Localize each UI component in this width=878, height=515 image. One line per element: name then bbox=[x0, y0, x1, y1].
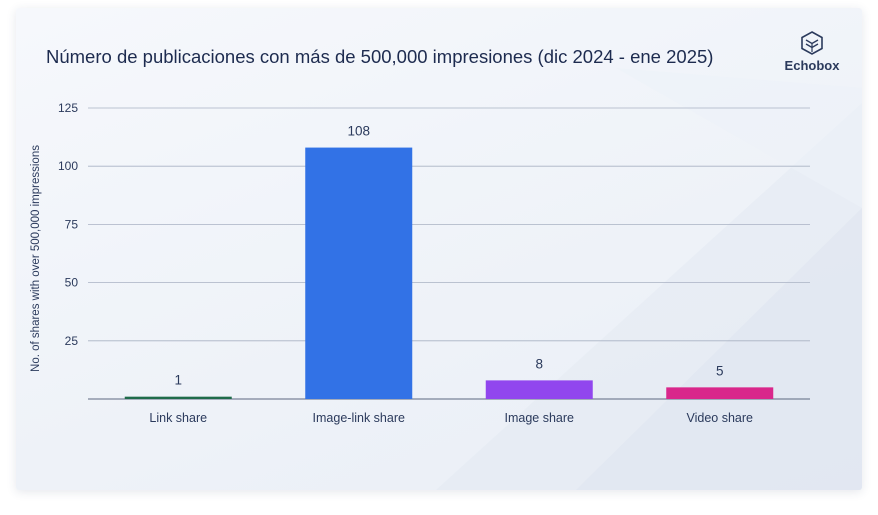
chart-card: Número de publicaciones con más de 500,0… bbox=[16, 8, 862, 490]
y-tick-label: 100 bbox=[58, 159, 78, 173]
bar-chart: 25 50 75 100 125 No. of shares with over 500,… bbox=[30, 101, 810, 425]
x-tick-label: Image share bbox=[505, 411, 575, 425]
x-tick-label: Link share bbox=[149, 411, 207, 425]
bar bbox=[666, 387, 774, 399]
y-tick-label: 75 bbox=[65, 217, 79, 231]
x-tick-label: Image-link share bbox=[313, 411, 405, 425]
y-tick-label: 125 bbox=[58, 101, 78, 115]
data-label: 1 bbox=[174, 373, 182, 388]
brand-name: Echobox bbox=[784, 58, 840, 73]
y-tick-label: 50 bbox=[65, 276, 79, 290]
data-label: 108 bbox=[347, 124, 370, 139]
echobox-cube-icon bbox=[801, 31, 823, 55]
bar bbox=[305, 147, 413, 399]
bar bbox=[124, 396, 232, 399]
bar bbox=[485, 380, 593, 399]
y-axis-label: No. of shares with over 500,000 impressi… bbox=[30, 145, 42, 372]
data-label: 8 bbox=[535, 356, 543, 371]
x-tick-label: Video share bbox=[687, 411, 754, 425]
chart-title: Número de publicaciones con más de 500,0… bbox=[46, 46, 714, 67]
echobox-logo: Echobox bbox=[780, 30, 844, 80]
data-label: 5 bbox=[716, 363, 724, 378]
y-tick-label: 25 bbox=[65, 334, 79, 348]
